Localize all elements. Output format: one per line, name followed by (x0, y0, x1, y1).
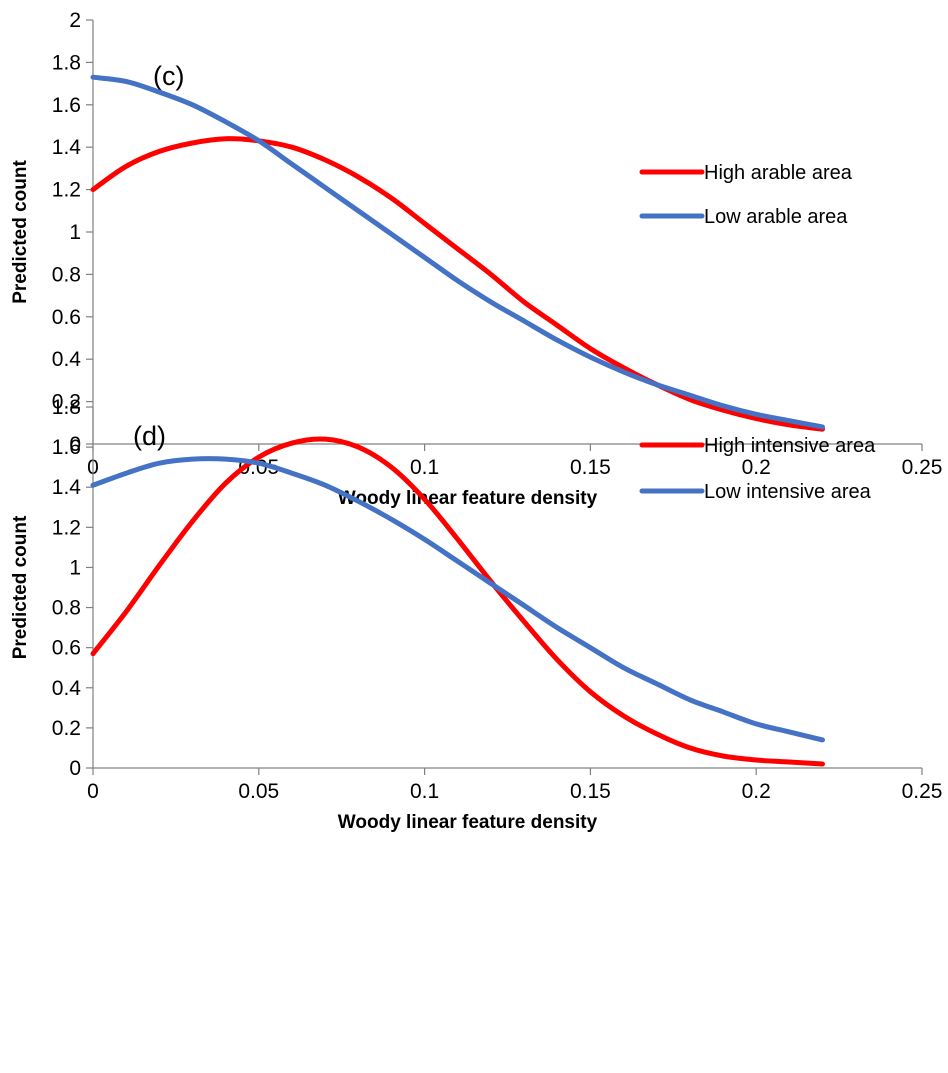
panel-label: (d) (133, 421, 166, 451)
y-tick-label: 1.6 (52, 436, 81, 459)
y-axis-title: Predicted count (10, 515, 31, 659)
x-tick-label: 0.25 (902, 456, 943, 479)
y-axis-title: Predicted count (10, 160, 31, 304)
x-tick-label: 0.25 (902, 780, 943, 803)
legend-label: Low intensive area (704, 481, 872, 503)
y-tick-label: 0.4 (52, 348, 82, 371)
y-tick-label: 0.2 (52, 717, 81, 740)
y-tick-label: 0 (69, 433, 81, 456)
y-tick-label: 1.6 (52, 94, 81, 117)
series-line-high (90, 136, 825, 432)
y-tick-label: 0.6 (52, 306, 81, 329)
y-tick-label: 0 (69, 757, 81, 780)
y-tick-label: 1 (69, 221, 81, 244)
x-tick-label: 0.15 (570, 456, 611, 479)
x-tick-label: 0 (87, 780, 99, 803)
panel-label: (c) (153, 61, 184, 91)
y-tick-label: 1.8 (52, 396, 81, 419)
y-tick-label: 1.2 (52, 179, 81, 202)
x-tick-label: 0.1 (410, 456, 439, 479)
y-tick-label: 0.8 (52, 597, 81, 620)
y-tick-label: 1.8 (52, 51, 81, 74)
x-tick-label: 0.2 (742, 780, 771, 803)
y-tick-label: 1.4 (52, 136, 82, 159)
chart-panel-1: 00.20.40.60.811.21.41.61.820 0.05 0.1 0.15 0… (10, 9, 942, 509)
x-tick-label: 0.2 (742, 456, 771, 479)
x-tick-label: 0.05 (238, 780, 279, 803)
x-tick-label: 0.1 (410, 780, 439, 803)
y-tick-label: 1.2 (52, 516, 81, 539)
y-tick-label: 2 (69, 9, 81, 32)
y-tick-label: 1.4 (52, 476, 82, 499)
y-tick-label: 0.4 (52, 677, 82, 700)
series-line-high (90, 436, 825, 767)
x-axis-title: Woody linear feature density (338, 812, 598, 833)
y-tick-label: 1 (69, 556, 81, 579)
x-axis-title: Woody linear feature density (338, 488, 598, 509)
series-line-low (90, 74, 825, 430)
legend-label: High intensive area (704, 435, 876, 457)
y-tick-label: 0.2 (52, 391, 81, 414)
chart-panel-2: 0 0.2 0.4 0.6 0.8 1 1.2 1.4 1.6 1.8 0 0.05 0.1 0.15 0.… (10, 396, 942, 833)
legend-label: Low arable area (704, 206, 848, 228)
legend-label: High arable area (704, 162, 853, 184)
y-tick-label: 0.8 (52, 263, 81, 286)
series-line-low (90, 456, 825, 743)
y-tick-label: 0.6 (52, 637, 81, 660)
x-tick-label: 0.15 (570, 780, 611, 803)
